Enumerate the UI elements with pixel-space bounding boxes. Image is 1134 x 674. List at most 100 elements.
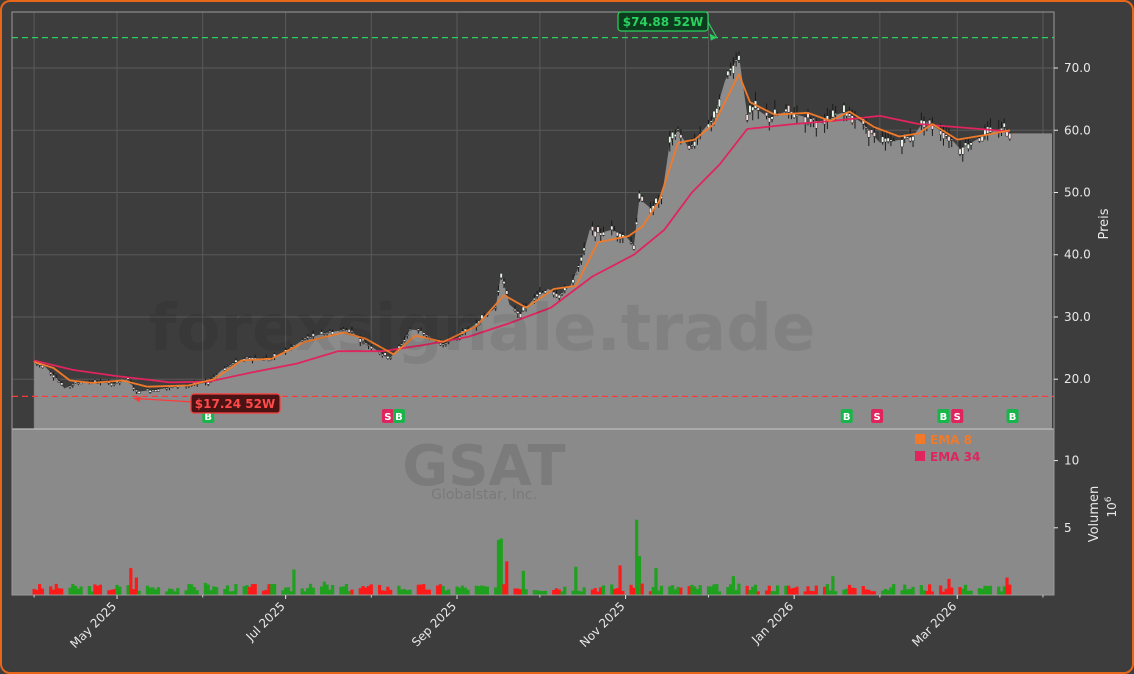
signal-label-2: B [395, 412, 403, 423]
volume-bar-115 [477, 586, 481, 595]
volume-bar-181 [731, 576, 735, 595]
volume-bar-52 [231, 591, 235, 595]
candle-body-27 [134, 389, 138, 392]
volume-bar-241 [963, 584, 968, 595]
candle-body-23 [118, 381, 122, 384]
volume-bar-243 [969, 590, 973, 595]
candle-body-9 [68, 385, 72, 387]
candle-body-211 [848, 113, 851, 117]
x-tick-label-2: Sep 2025 [409, 599, 459, 649]
volume-bar-24 [126, 585, 130, 595]
candle-body-70 [303, 338, 307, 340]
candle-body-119 [494, 306, 498, 309]
volume-bar-143 [582, 587, 586, 595]
volume-bar-136 [557, 589, 561, 595]
volume-bar-184 [745, 585, 749, 595]
volume-bar-25 [129, 568, 133, 595]
volume-axis-label: Volumen [1087, 486, 1102, 543]
volume-bar-106 [441, 586, 445, 595]
volume-bar-208 [834, 591, 838, 595]
volume-bar-224 [900, 590, 904, 595]
signal-6: S [951, 409, 964, 423]
candle-body-192 [773, 109, 777, 116]
volume-bar-242 [966, 590, 970, 595]
high-52w-arrowhead [709, 33, 717, 41]
volume-bar-47 [212, 586, 216, 595]
price-axis-label: Preis [1097, 208, 1112, 239]
candle-body-21 [112, 383, 116, 385]
x-tick-label-5: Mar 2026 [909, 599, 959, 649]
signal-label-1: S [384, 412, 391, 423]
volume-bar-57 [250, 584, 255, 595]
low-52w-arrowhead [133, 396, 141, 403]
candle-body-137 [560, 292, 564, 294]
volume-bar-11 [73, 585, 78, 595]
volume-bar-202 [811, 591, 816, 595]
candle-body-242 [966, 144, 970, 150]
candle-body-232 [928, 119, 932, 125]
volume-bar-113 [466, 589, 470, 595]
signal-box-6 [951, 409, 964, 423]
x-tick-label-3: Nov 2025 [577, 599, 628, 650]
volume-axis-unit: 106 [1104, 496, 1119, 517]
candle-body-149 [610, 225, 614, 231]
candle-body-121 [499, 273, 503, 279]
volume-bar-237 [947, 578, 951, 595]
volume-bar-175 [709, 586, 713, 595]
volume-bar-186 [751, 586, 755, 595]
volume-bar-171 [693, 586, 697, 595]
candle-body-120 [497, 290, 500, 293]
volume-bar-207 [831, 576, 835, 595]
x-tick-label-4: Jan 2026 [748, 599, 796, 647]
candle-body-12 [76, 382, 80, 384]
candle-body-226 [906, 136, 909, 139]
volume-bar-54 [242, 586, 246, 595]
high-label-box [617, 11, 709, 32]
candle-body-189 [765, 112, 768, 117]
volume-bar-82 [347, 591, 351, 595]
volume-bar-193 [776, 585, 780, 595]
candle-body-198 [795, 114, 799, 116]
volume-bar-107 [444, 590, 448, 595]
candle-body-240 [961, 147, 965, 155]
x-tick-label-1: Jul 2025 [243, 599, 288, 644]
volume-bar-201 [809, 590, 813, 595]
candle-body-207 [831, 110, 835, 118]
signal-7: B [1006, 409, 1019, 423]
volume-panel-bg [12, 429, 1054, 595]
candle-body-101 [422, 332, 426, 335]
volume-bar-63 [272, 583, 277, 595]
volume-bar-230 [922, 590, 926, 595]
candle-body-84 [358, 338, 362, 343]
candle-body-168 [679, 134, 683, 139]
signal-box-4 [871, 409, 884, 423]
volume-bar-42 [192, 587, 197, 595]
volume-bar-91 [383, 590, 387, 595]
volume-bar-130 [535, 590, 539, 595]
volume-bar-135 [554, 588, 559, 595]
candle-body-52 [231, 362, 235, 364]
volume-bar-250 [999, 591, 1004, 595]
candle-body-53 [234, 359, 238, 363]
candle-body-28 [137, 391, 141, 394]
candle-body-224 [900, 139, 904, 147]
volume-bar-104 [436, 585, 440, 595]
candle-body-166 [673, 134, 677, 137]
volume-bar-133 [543, 590, 548, 595]
volume-bar-112 [463, 587, 467, 595]
candle-body-146 [596, 226, 600, 233]
volume-bar-195 [787, 585, 791, 595]
candle-body-218 [872, 132, 876, 137]
candle-body-7 [57, 381, 61, 383]
candle-body-13 [79, 382, 83, 385]
candle-body-75 [322, 333, 326, 335]
candle-body-68 [292, 345, 296, 347]
volume-bar-126 [518, 589, 523, 595]
volume-bar-187 [753, 584, 758, 595]
candle-body-188 [756, 107, 760, 111]
volume-bar-8 [60, 588, 64, 595]
volume-bar-48 [214, 587, 219, 595]
candle-body-219 [881, 136, 885, 143]
